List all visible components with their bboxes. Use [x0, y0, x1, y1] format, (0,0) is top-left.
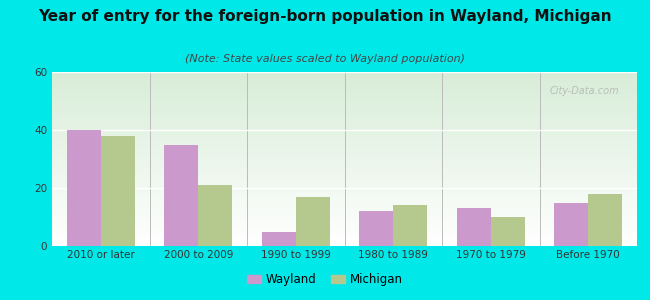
Bar — [554, 202, 588, 246]
Bar — [66, 130, 101, 246]
Bar — [296, 197, 330, 246]
Legend: Wayland, Michigan: Wayland, Michigan — [242, 269, 408, 291]
Bar — [393, 206, 428, 246]
Bar — [261, 232, 296, 246]
Bar — [491, 217, 525, 246]
Bar — [359, 211, 393, 246]
Text: Year of entry for the foreign-born population in Wayland, Michigan: Year of entry for the foreign-born popul… — [38, 9, 612, 24]
Bar — [198, 185, 233, 246]
Bar — [164, 145, 198, 246]
Text: City-Data.com: City-Data.com — [550, 86, 619, 96]
Text: (Note: State values scaled to Wayland population): (Note: State values scaled to Wayland po… — [185, 54, 465, 64]
Bar — [101, 136, 135, 246]
Bar — [588, 194, 623, 246]
Bar — [457, 208, 491, 246]
